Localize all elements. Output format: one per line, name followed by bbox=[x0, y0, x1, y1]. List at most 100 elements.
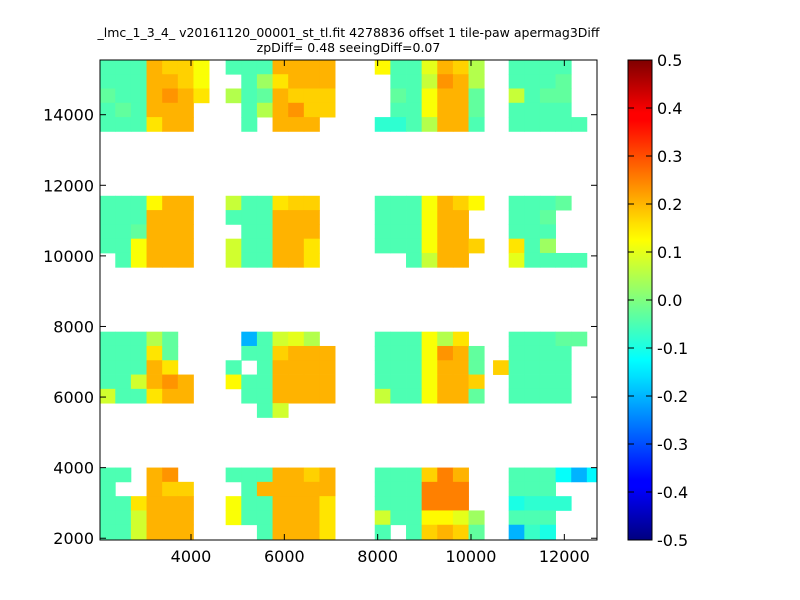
colorbar-tick-label: -0.4 bbox=[657, 483, 688, 502]
heatmap-cell bbox=[390, 60, 407, 75]
heatmap-cell bbox=[452, 195, 469, 211]
heatmap-cell bbox=[524, 374, 541, 390]
heatmap-cell bbox=[524, 210, 541, 225]
heatmap-cell bbox=[256, 510, 273, 526]
heatmap-cell bbox=[225, 88, 242, 104]
heatmap-cell bbox=[177, 88, 194, 104]
heatmap-cell bbox=[524, 496, 541, 511]
heatmap-cell bbox=[115, 102, 132, 118]
heatmap-cell bbox=[146, 345, 163, 361]
heatmap-cell bbox=[288, 60, 305, 75]
heatmap-cell bbox=[452, 524, 469, 540]
heatmap-cell bbox=[115, 210, 132, 225]
heatmap-cell bbox=[319, 481, 336, 497]
colorbar-tick-label: 0.2 bbox=[657, 195, 682, 214]
heatmap-cell bbox=[437, 360, 454, 375]
colorbar-tick-label: 0.3 bbox=[657, 147, 682, 166]
heatmap-cell bbox=[303, 252, 320, 268]
heatmap-cell bbox=[374, 496, 391, 511]
heatmap-cell bbox=[452, 374, 469, 390]
heatmap-cell bbox=[406, 210, 423, 225]
heatmap-cell bbox=[319, 388, 336, 404]
heatmap-cell bbox=[115, 496, 132, 511]
heatmap-cell bbox=[162, 195, 179, 211]
heatmap-cell bbox=[303, 60, 320, 75]
heatmap-cell bbox=[100, 74, 116, 89]
heatmap-cell bbox=[115, 88, 132, 104]
heatmap-cell bbox=[524, 88, 541, 104]
heatmap-cell bbox=[421, 345, 438, 361]
heatmap-cell bbox=[508, 374, 525, 390]
heatmap-cell bbox=[374, 117, 391, 132]
x-tick-label: 8000 bbox=[357, 547, 398, 566]
heatmap-cell bbox=[225, 360, 242, 375]
heatmap-cell bbox=[421, 252, 438, 268]
heatmap-cell bbox=[421, 224, 438, 240]
heatmap-cell bbox=[146, 360, 163, 375]
heatmap-cell bbox=[272, 510, 289, 526]
heatmap-cell bbox=[468, 60, 485, 75]
heatmap-cell bbox=[452, 510, 469, 526]
heatmap-cell bbox=[177, 60, 194, 75]
heatmap-cell bbox=[524, 117, 541, 132]
heatmap-cell bbox=[177, 195, 194, 211]
heatmap-cell bbox=[162, 360, 179, 375]
heatmap-cell bbox=[539, 360, 556, 375]
heatmap-cell bbox=[421, 496, 438, 511]
heatmap-cell bbox=[288, 360, 305, 375]
heatmap-cell bbox=[437, 117, 454, 132]
heatmap-cell bbox=[524, 510, 541, 526]
heatmap-cell bbox=[272, 60, 289, 75]
heatmap-cell bbox=[524, 102, 541, 118]
heatmap-cell bbox=[452, 88, 469, 104]
heatmap-cell bbox=[437, 331, 454, 347]
heatmap-cell bbox=[421, 102, 438, 118]
heatmap-cell bbox=[508, 481, 525, 497]
y-tick-label: 2000 bbox=[53, 529, 94, 548]
heatmap-cell bbox=[146, 88, 163, 104]
heatmap-cell bbox=[100, 388, 116, 404]
heatmap-cell bbox=[272, 117, 289, 132]
heatmap-cell bbox=[406, 345, 423, 361]
heatmap-cell bbox=[100, 374, 116, 390]
heatmap-cell bbox=[130, 210, 147, 225]
heatmap-cell bbox=[390, 496, 407, 511]
heatmap-cell bbox=[146, 467, 163, 483]
heatmap-cell bbox=[241, 102, 258, 118]
heatmap-cell bbox=[319, 345, 336, 361]
heatmap-cell bbox=[177, 374, 194, 390]
heatmap-cell bbox=[225, 374, 242, 390]
heatmap-cell bbox=[193, 88, 210, 104]
heatmap-cell bbox=[225, 510, 242, 526]
heatmap-cell bbox=[146, 74, 163, 89]
heatmap-cell bbox=[452, 102, 469, 118]
heatmap-cell bbox=[225, 238, 242, 254]
heatmap-cell bbox=[303, 117, 320, 132]
heatmap-cell bbox=[374, 210, 391, 225]
heatmap-cell bbox=[130, 88, 147, 104]
heatmap-cell bbox=[452, 481, 469, 497]
heatmap-cell bbox=[421, 238, 438, 254]
heatmap-cell bbox=[303, 481, 320, 497]
heatmap-cell bbox=[468, 510, 485, 526]
heatmap-cell bbox=[130, 524, 147, 540]
heatmap-cell bbox=[406, 224, 423, 240]
colorbar-tick-label: 0.4 bbox=[657, 99, 682, 118]
heatmap-cell bbox=[406, 481, 423, 497]
heatmap-cell bbox=[272, 467, 289, 483]
heatmap-cell bbox=[493, 360, 510, 375]
heatmap-cell bbox=[241, 88, 258, 104]
heatmap-cell bbox=[241, 374, 258, 390]
heatmap-cell bbox=[406, 102, 423, 118]
heatmap-cell bbox=[421, 467, 438, 483]
heatmap-cell bbox=[272, 331, 289, 347]
heatmap-cell bbox=[177, 224, 194, 240]
heatmap-cell bbox=[539, 345, 556, 361]
heatmap-cell bbox=[100, 331, 116, 347]
heatmap-cell bbox=[130, 252, 147, 268]
heatmap-cell bbox=[288, 102, 305, 118]
x-tick-label: 12000 bbox=[539, 547, 590, 566]
heatmap-cell bbox=[437, 510, 454, 526]
heatmap-cell bbox=[571, 252, 588, 268]
heatmap-cell bbox=[303, 496, 320, 511]
